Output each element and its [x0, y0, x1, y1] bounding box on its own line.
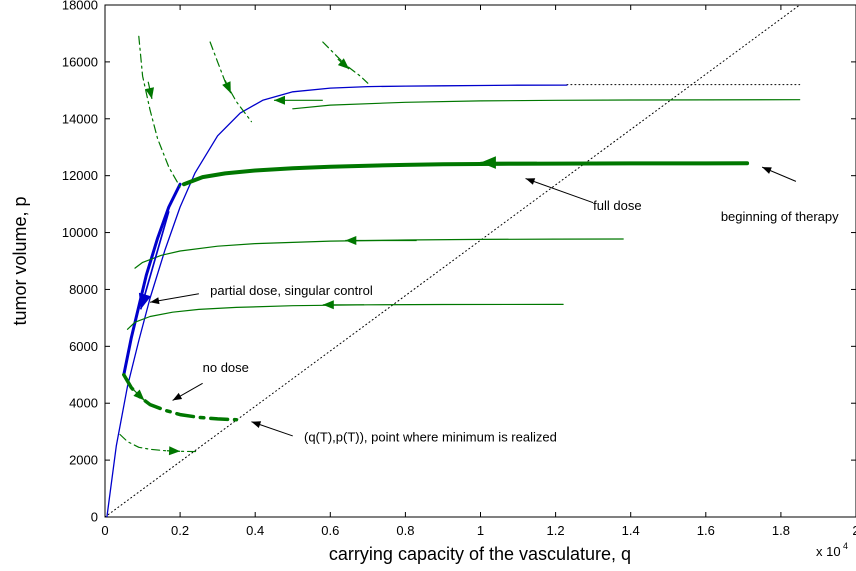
annotation-arrow-head-3	[150, 297, 160, 305]
y-tick-label: 18000	[62, 0, 98, 13]
x-tick-label: 1.2	[547, 523, 565, 538]
flow-arrow-head-5	[145, 87, 154, 99]
flow-arrow-head-7	[337, 58, 350, 69]
y-tick-label: 6000	[69, 339, 98, 354]
x-tick-label: 1.6	[697, 523, 715, 538]
flow-arrow-head-4	[322, 300, 334, 310]
series-line-4	[122, 182, 182, 377]
annotation-layer: full dose beginning of therapy partial dos…	[149, 166, 839, 445]
flow-arrow-head-9	[168, 446, 181, 456]
annotation-label-2: beginning of therapy	[721, 209, 839, 224]
arrow-layer	[130, 58, 537, 456]
x-tick-label: 1.8	[772, 523, 790, 538]
x-tick-label: 0.2	[171, 523, 189, 538]
flow-arrow-head-10	[138, 292, 151, 310]
flow-arrow-head-1	[274, 95, 285, 105]
y-tick-label: 12000	[62, 168, 98, 183]
x-tick-label: 2	[852, 523, 856, 538]
x-multiplier-exponent: 4	[843, 541, 848, 551]
annotation-arrow-head-4	[172, 392, 183, 401]
x-tick-label: 0.4	[246, 523, 264, 538]
x-multiplier-label: x 10	[816, 544, 841, 559]
series-layer	[105, 5, 801, 517]
annotation-label-4: no dose	[203, 360, 249, 375]
y-tick-label: 8000	[69, 282, 98, 297]
x-tick-label: 0	[101, 523, 108, 538]
series-line-6	[181, 161, 750, 187]
y-axis-label: tumor volume, p	[10, 196, 30, 325]
y-tick-label: 16000	[62, 54, 98, 69]
annotation-arrow-1	[525, 178, 594, 204]
flow-arrow-head-2	[480, 156, 496, 169]
x-tick-label: 1.4	[622, 523, 640, 538]
y-tick-label: 4000	[69, 396, 98, 411]
flow-arrow-head-3	[345, 236, 357, 245]
annotation-arrow-head-1	[525, 178, 536, 185]
annotation-label-3: partial dose, singular control	[210, 283, 373, 298]
annotation-arrow-head-5	[251, 421, 262, 428]
flow-arrow-shaft-10	[139, 210, 170, 310]
annotation-label-5: (q(T),p(T)), point where minimum is real…	[304, 430, 557, 445]
series-line-8	[126, 303, 564, 330]
series-line-1	[105, 5, 801, 517]
x-tick-label: 0.6	[321, 523, 339, 538]
flow-arrow-head-6	[222, 81, 231, 94]
y-tick-label: 2000	[69, 453, 98, 468]
annotation-label-1: full dose	[593, 198, 641, 213]
y-tick-label: 0	[91, 510, 98, 525]
series-line-9	[138, 35, 181, 188]
series-line-3	[106, 84, 568, 517]
y-tick-label: 14000	[62, 111, 98, 126]
x-axis-label: carrying capacity of the vasculature, q	[329, 544, 631, 564]
annotation-arrow-head-2	[762, 167, 772, 174]
ticks: 0 0.2 0.4 0.6 0.8 1 1.2 1.4 1.6 1.8 2 0 2000 4000 6000…	[62, 0, 856, 538]
y-tick-label: 10000	[62, 225, 98, 240]
flow-arrow-head-8	[133, 389, 145, 401]
series-line-12	[122, 373, 239, 422]
x-tick-label: 1	[477, 523, 484, 538]
x-tick-label: 0.8	[396, 523, 414, 538]
series-line-5	[292, 99, 801, 110]
